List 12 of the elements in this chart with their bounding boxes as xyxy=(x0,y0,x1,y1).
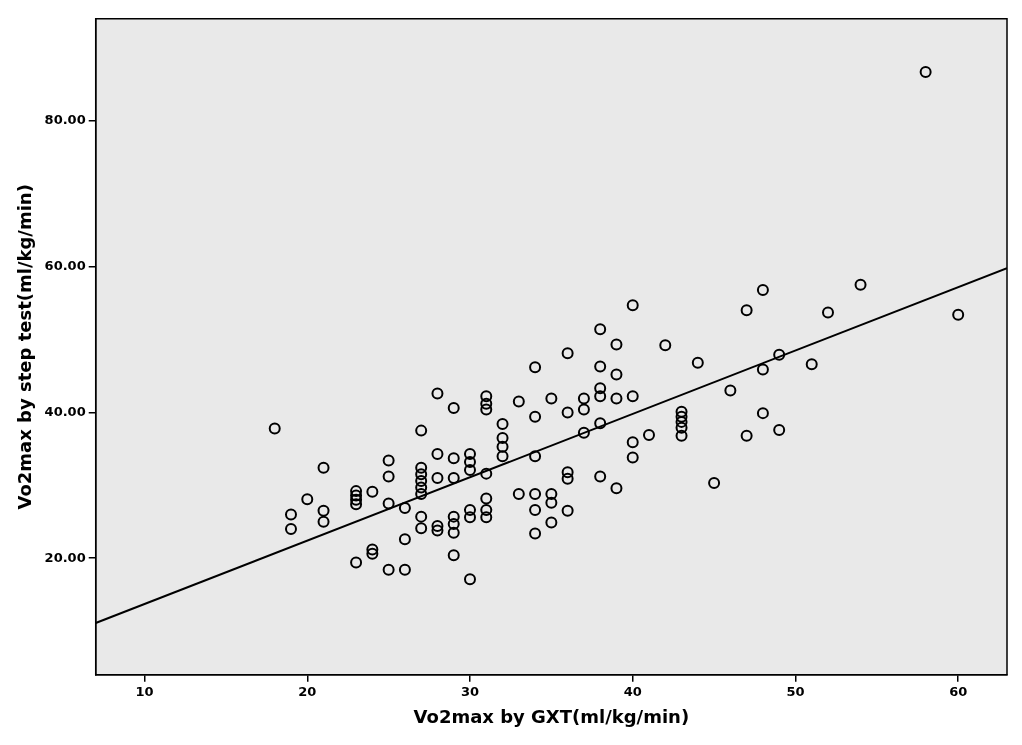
y-tick-label: 40.00 xyxy=(44,403,86,419)
y-tick-label: 80.00 xyxy=(44,112,86,128)
y-axis-title: Vo2max by step test(ml/kg/min) xyxy=(14,184,36,510)
x-tick-label: 30 xyxy=(460,683,480,699)
x-tick-label: 50 xyxy=(786,683,805,699)
x-tick-label: 40 xyxy=(623,683,642,699)
y-tick-label: 20.00 xyxy=(44,549,86,565)
x-tick-label: 60 xyxy=(949,683,968,699)
x-axis-title: Vo2max by GXT(ml/kg/min) xyxy=(413,705,690,727)
x-tick-label: 10 xyxy=(135,683,154,699)
x-tick-label: 20 xyxy=(298,683,317,699)
y-tick-label: 60.00 xyxy=(44,258,86,273)
